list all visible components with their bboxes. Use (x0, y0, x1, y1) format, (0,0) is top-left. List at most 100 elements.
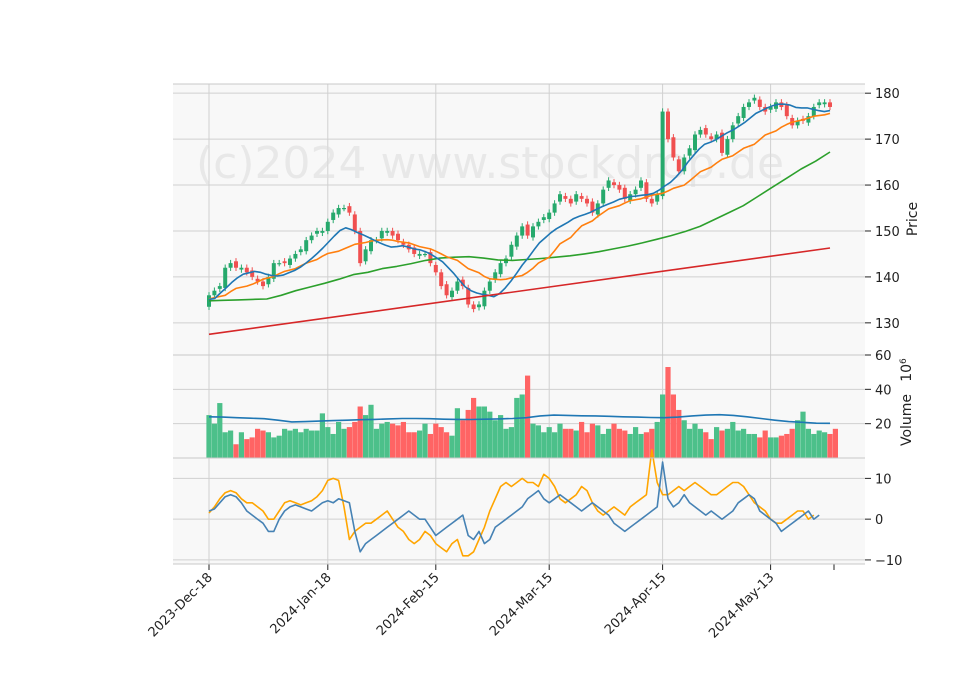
volume-bar-up (228, 430, 234, 458)
candle-up (747, 102, 751, 107)
volume-bar-down (444, 432, 450, 458)
volume-bar-up (309, 430, 315, 458)
candle-up (288, 258, 292, 265)
volume-bar-down (568, 428, 574, 458)
macd-y-tick-label: 0 (875, 513, 883, 528)
x-tick-label: 2024-May-13 (706, 570, 777, 641)
volume-bar-up (238, 432, 244, 458)
candle-up (574, 194, 579, 202)
candle-down (433, 264, 438, 273)
price-y-tick-label: 140 (875, 271, 900, 286)
x-tick-label: 2024-Jan-18 (268, 570, 335, 637)
volume-bar-up (741, 428, 747, 458)
candle-up (741, 106, 746, 118)
candle-up (304, 240, 309, 252)
volume-bar-down (260, 430, 266, 458)
candle-up (423, 253, 427, 256)
candle-down (401, 242, 406, 245)
candle-up (331, 212, 336, 220)
price-y-tick-label: 180 (875, 87, 900, 102)
candle-down (358, 230, 363, 264)
candle-up (336, 208, 341, 215)
candle-up (207, 295, 211, 307)
x-tick-label: 2023-Dec-18 (146, 570, 216, 640)
volume-bar-down (778, 435, 784, 458)
candle-up (547, 212, 552, 220)
candle-up (239, 267, 244, 270)
candle-up (277, 263, 282, 265)
candle-up (266, 276, 271, 285)
candle-up (660, 111, 665, 197)
volume-bar-down (233, 444, 239, 458)
volume-bar-up (697, 428, 703, 458)
volume-bar-down (249, 437, 255, 458)
candle-down (244, 267, 249, 273)
candle-up (552, 203, 557, 213)
candle-up (320, 230, 325, 233)
candle-up (223, 267, 228, 288)
volume-bar-up (287, 430, 293, 458)
candle-up (601, 189, 606, 204)
candle-up (379, 230, 384, 239)
volume-bar-up (746, 433, 752, 458)
volume-axis-label: Volume (899, 394, 915, 446)
candle-down (622, 187, 627, 199)
candle-up (455, 281, 460, 291)
candle-up (725, 139, 730, 155)
volume-bar-up (724, 428, 730, 458)
candle-up (228, 263, 233, 268)
volume-bar-up (816, 430, 822, 458)
candle-down (444, 284, 449, 296)
volume-bar-up (271, 437, 277, 458)
volume-bar-up (535, 425, 541, 458)
volume-bar-up (319, 413, 325, 458)
candle-down (563, 196, 568, 199)
volume-bar-down (346, 427, 352, 458)
candle-up (514, 235, 519, 247)
candle-down (439, 272, 444, 287)
volume-bar-down (708, 439, 714, 458)
volume-bar-up (600, 433, 606, 458)
volume-bar-down (643, 432, 649, 458)
volume-bar-up (795, 420, 801, 458)
volume-bar-up (768, 437, 774, 458)
candle-down (617, 185, 622, 190)
volume-bar-up (654, 421, 660, 458)
candle-down (676, 159, 681, 172)
volume-bar-up (530, 423, 536, 458)
candle-up (655, 194, 660, 202)
signal-line (208, 448, 815, 557)
macd-line (208, 461, 820, 553)
candle-up (693, 134, 697, 151)
volume-bar-up (341, 428, 347, 458)
volume-bar-up (660, 394, 666, 458)
volume-bar-up (384, 421, 390, 458)
volume-bar-up (692, 423, 698, 458)
volume-bar-down (676, 409, 682, 458)
volume-series (206, 367, 838, 458)
volume-bar-down (395, 425, 401, 458)
volume-bar-up (557, 423, 563, 458)
volume-bar-up (368, 404, 374, 458)
volume-bar-up (206, 415, 212, 458)
candle-up (309, 235, 314, 241)
candle-up (714, 134, 719, 140)
candle-up (531, 226, 535, 238)
candle-up (417, 253, 422, 256)
volume-bar-down (460, 420, 466, 458)
volume-bar-down (622, 430, 628, 458)
candle-up (730, 125, 735, 140)
volume-bar-up (811, 433, 817, 458)
volume-bar-down (433, 423, 439, 458)
volume-bar-up (773, 437, 779, 458)
volume-bar-down (670, 394, 676, 458)
volume-bar-down (465, 409, 471, 458)
candle-up (498, 263, 503, 275)
volume-bar-up (606, 428, 612, 458)
volume-axis-unit: 106 (899, 358, 915, 382)
candle-up (315, 230, 319, 234)
volume-bar-down (427, 433, 433, 458)
candle-down (757, 99, 762, 107)
volume-bar-up (325, 427, 331, 458)
